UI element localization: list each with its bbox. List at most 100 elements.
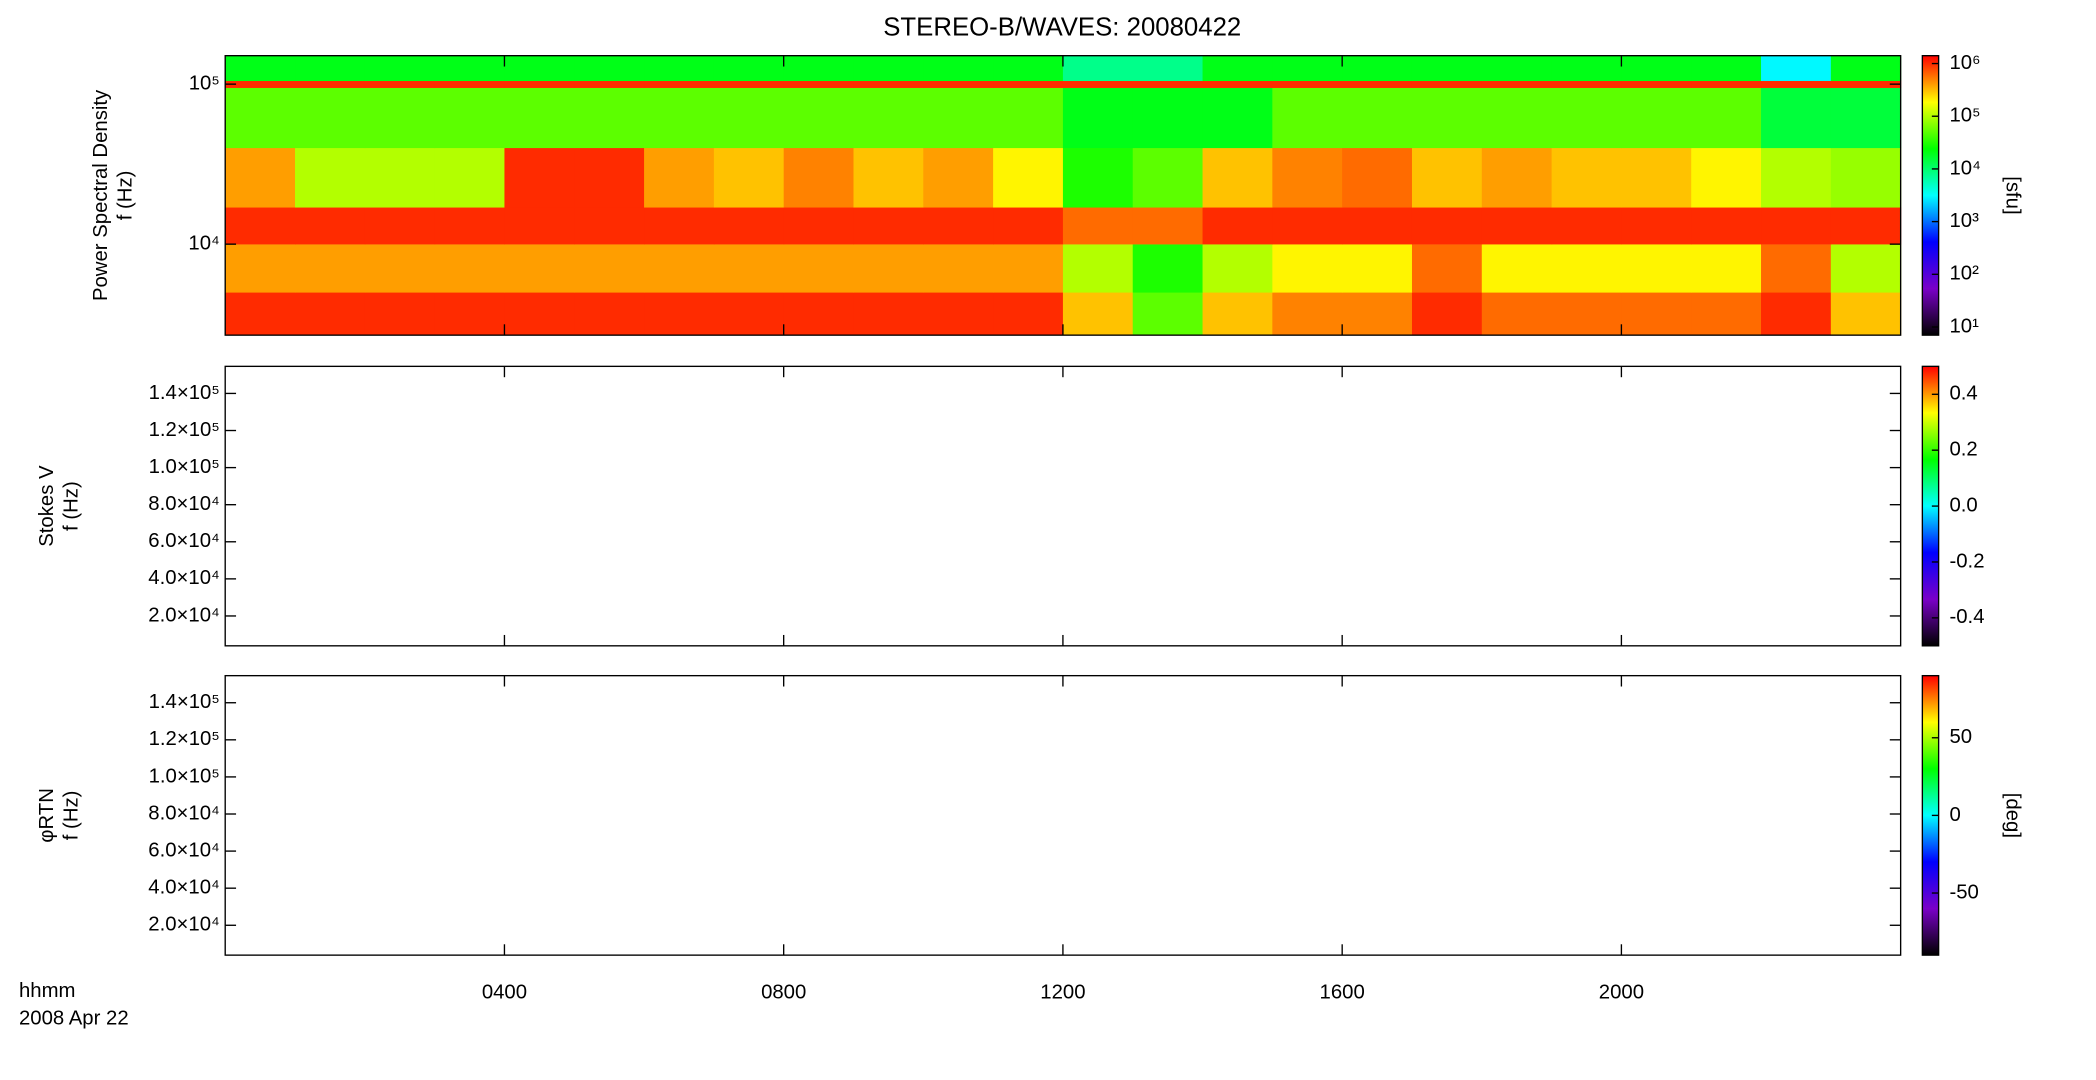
heatmap-cell (574, 55, 645, 82)
heatmap-cell (1272, 147, 1343, 208)
y-tick-label: 2.0×10⁴ (148, 914, 219, 936)
heatmap-cell (364, 80, 436, 88)
colorbar-tick-label: -50 (1949, 881, 1978, 903)
heatmap-cell (1272, 55, 1343, 82)
heatmap-cell (1411, 80, 1483, 88)
heatmap-cell (923, 207, 994, 245)
heatmap-cell (644, 292, 715, 336)
heatmap-cell (574, 292, 645, 336)
heatmap-cell (1132, 147, 1204, 208)
heatmap-cell (1551, 80, 1622, 88)
heatmap-cell (434, 55, 505, 82)
heatmap-cell (1202, 55, 1273, 82)
heatmap-cell (713, 292, 785, 336)
heatmap-cell (225, 87, 296, 149)
heatmap-cell (295, 55, 366, 82)
heatmap-cell (295, 244, 366, 293)
heatmap-cell (1621, 207, 1692, 245)
heatmap-cell (434, 87, 505, 149)
heatmap-cell (713, 147, 785, 208)
heatmap-cell (1691, 292, 1762, 336)
heatmap-cell (644, 244, 715, 293)
heatmap-cell (295, 207, 366, 245)
colorbar-tick-label: 10⁵ (1949, 105, 1980, 127)
heatmap-cell (1830, 80, 1902, 88)
heatmap-cell (1761, 55, 1832, 82)
chart-title: STEREO-B/WAVES: 20080422 (883, 13, 1241, 41)
heatmap-cell (1481, 244, 1553, 293)
heatmap-cell (783, 147, 855, 208)
heatmap-cell (504, 207, 575, 245)
heatmap-cell (1551, 147, 1622, 208)
heatmap-cell (295, 87, 366, 149)
heatmap-cell (504, 147, 575, 208)
heatmap-cell (574, 207, 645, 245)
heatmap-cell (1202, 87, 1273, 149)
y-tick-label: 6.0×10⁴ (148, 530, 219, 552)
heatmap-cell (1132, 55, 1204, 82)
heatmap-cell (364, 55, 436, 82)
heatmap-cell (574, 80, 645, 88)
heatmap-cell (504, 87, 575, 149)
heatmap-cell (1481, 55, 1553, 82)
y-tick-label: 1.0×10⁵ (149, 765, 220, 787)
y-tick-label: 1.4×10⁵ (149, 691, 220, 713)
heatmap-cell (1411, 87, 1483, 149)
heatmap-cell (1551, 292, 1622, 336)
colorbar-tick-label: 10¹ (1949, 315, 1979, 337)
x-tick-label: 2000 (1599, 981, 1644, 1003)
heatmap-cell (225, 292, 296, 336)
heatmap-cell (1062, 244, 1134, 293)
panel: 10⁴ 10⁵ Power Spectral Density f (Hz) 10¹ 10²… (90, 52, 2023, 337)
heatmap-cell (1202, 80, 1273, 88)
heatmap-cell (434, 80, 505, 88)
heatmap-cell (853, 55, 924, 82)
heatmap-cell (1830, 147, 1902, 208)
heatmap-cell (504, 244, 575, 293)
heatmap-cell (1342, 207, 1413, 245)
heatmap-cell (1830, 55, 1902, 82)
heatmap-cell (644, 87, 715, 149)
heatmap-cell (713, 55, 785, 82)
heatmap-cell (1621, 147, 1692, 208)
heatmap-cell (1481, 207, 1553, 245)
colorbar-tick-label: -0.4 (1949, 606, 1984, 628)
colorbar-tick-label: 10⁶ (1949, 52, 1980, 74)
heatmap-cell (993, 292, 1064, 336)
heatmap-cell (853, 292, 924, 336)
heatmap-cell (1551, 207, 1622, 245)
heatmap-cell (853, 147, 924, 208)
heatmap-cell (1691, 87, 1762, 149)
heatmap-cell (1761, 147, 1832, 208)
heatmap-cell (225, 207, 296, 245)
y-tick-label: 8.0×10⁴ (148, 802, 219, 824)
y-tick-label: 1.4×10⁵ (149, 382, 220, 404)
heatmap-cell (1132, 292, 1204, 336)
y-axis-label: φRTN (36, 788, 58, 843)
heatmap-cell (1411, 244, 1483, 293)
heatmap-cell (853, 80, 924, 88)
heatmap-cell (295, 147, 366, 208)
heatmap-cell (1342, 292, 1413, 336)
heatmap-cell (1691, 147, 1762, 208)
heatmap-cell (1691, 207, 1762, 245)
colorbar-tick-label: 0.4 (1949, 383, 1977, 405)
heatmap-cell (574, 147, 645, 208)
colorbar (1921, 55, 1940, 336)
heatmap-cell (1062, 80, 1134, 88)
heatmap-cell (364, 147, 436, 208)
heatmap-cell (644, 147, 715, 208)
heatmap-cell (364, 87, 436, 149)
heatmap-cell (1132, 244, 1204, 293)
plot-frame (224, 674, 1902, 956)
heatmap-cell (923, 244, 994, 293)
heatmap-cell (713, 244, 785, 293)
heatmap-cell (1551, 55, 1622, 82)
heatmap-cell (574, 244, 645, 293)
panel: 2.0×10⁴ 4.0×10⁴ 6.0×10⁴ 8.0×10⁴ 1.0×10⁵ 1.2×1… (36, 674, 2024, 1003)
colorbar-label: [deg] (2002, 793, 2024, 838)
heatmap-cell (1062, 292, 1134, 336)
heatmap-cell (923, 80, 994, 88)
heatmap-cell (1062, 87, 1134, 149)
